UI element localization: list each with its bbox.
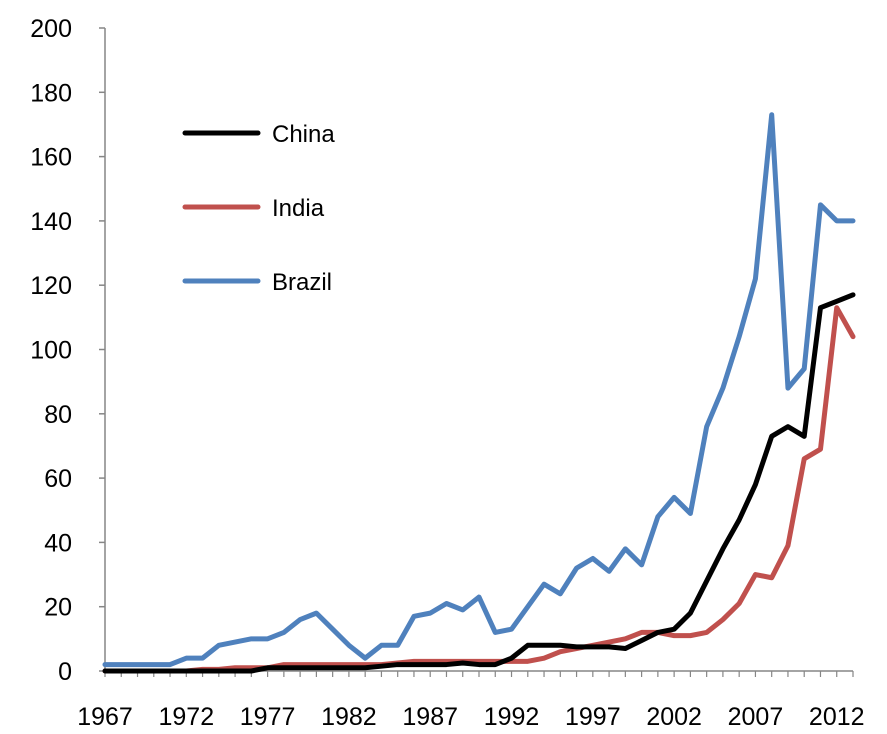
x-tick-label: 1972 [158,703,214,731]
series-line-india [102,305,856,674]
legend-label-india: India [272,195,325,222]
chart-axes [104,28,853,672]
y-tick-label: 40 [44,529,72,557]
series-line-china [102,292,856,674]
y-tick-label: 120 [30,272,72,300]
y-tick-label: 140 [30,208,72,236]
x-tick-label: 1967 [77,703,133,731]
y-tick-label: 200 [30,15,72,43]
x-tick-label: 1997 [565,703,621,731]
x-tick-label: 1977 [240,703,296,731]
y-tick-label: 0 [58,658,72,686]
y-tick-label: 60 [44,465,72,493]
series-line-brazil [102,112,856,668]
legend-label-china: China [272,121,335,148]
x-tick-label: 2007 [728,703,784,731]
x-tick-label: 1982 [321,703,377,731]
y-tick-label: 80 [44,401,72,429]
y-axis-ticks: 0 20 40 60 80 100 120 140 160 180 200 [30,15,105,686]
y-tick-label: 100 [30,337,72,365]
y-tick-label: 160 [30,144,72,172]
x-tick-label: 2002 [646,703,702,731]
x-tick-label: 1992 [484,703,540,731]
y-tick-label: 20 [44,594,72,622]
x-tick-label: 2012 [809,703,865,731]
legend: China India Brazil [182,121,335,296]
x-axis-ticks: 1967 1972 1977 1982 1987 1992 1997 2002 2007 2012 [77,671,865,731]
legend-label-brazil: Brazil [272,269,332,296]
series-lines [102,112,856,674]
x-tick-label: 1987 [402,703,458,731]
y-tick-label: 180 [30,79,72,107]
